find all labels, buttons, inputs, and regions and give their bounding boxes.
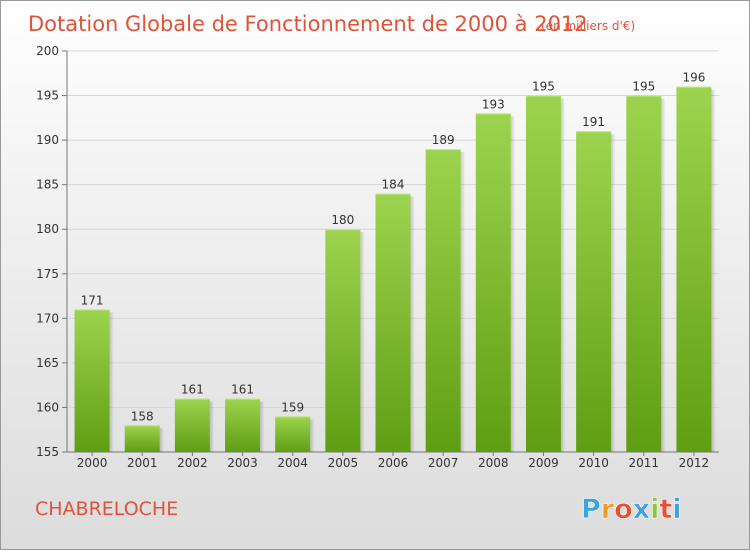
bar	[425, 149, 461, 452]
bars: 171 158 161 161 159 180 184 189 193 195 191 195 196	[74, 71, 716, 453]
bar-shadow	[460, 152, 465, 452]
bar-value-label: 171	[81, 293, 104, 307]
y-tick-label: 190	[36, 133, 59, 147]
bar-value-label: 180	[331, 213, 354, 227]
bar-value-label: 195	[632, 80, 655, 94]
x-tick-label: 2012	[679, 456, 710, 470]
y-tick-label: 200	[36, 44, 59, 58]
x-tick-label: 2007	[428, 456, 459, 470]
bar-value-label: 184	[382, 178, 405, 192]
y-tick-label: 180	[36, 222, 59, 236]
x-tick-label: 2010	[578, 456, 609, 470]
y-tick-label: 185	[36, 178, 59, 192]
bar-value-label: 189	[432, 133, 455, 147]
x-tick-label: 2008	[478, 456, 509, 470]
bar-value-label: 193	[482, 97, 505, 111]
x-tick-label: 2005	[328, 456, 359, 470]
y-tick-label: 175	[36, 267, 59, 281]
bar-shadow	[159, 428, 164, 452]
proxiti-logo: Proxiti	[581, 494, 682, 526]
y-tick-label: 155	[36, 445, 59, 459]
x-tick-label: 2004	[277, 456, 308, 470]
bar-shadow	[611, 134, 616, 452]
bar-shadow	[560, 98, 565, 453]
bar-shadow	[510, 116, 515, 452]
x-tick-label: 2009	[528, 456, 559, 470]
commune-name: CHABRELOCHE	[35, 498, 178, 520]
bar-value-label: 196	[682, 71, 705, 85]
y-tick-label: 160	[36, 400, 59, 414]
bar-shadow	[260, 401, 265, 452]
x-axis: 2000 2001 2002 2003 2004 2005 2006 2007 2008 2009…	[77, 452, 709, 470]
bar	[626, 95, 662, 453]
bar-shadow	[410, 196, 415, 452]
bar	[475, 113, 511, 452]
bar-shadow	[711, 89, 716, 453]
bar-value-label: 161	[181, 383, 204, 397]
bar-shadow	[209, 401, 214, 452]
bar-shadow	[360, 232, 365, 452]
bar	[325, 229, 361, 452]
y-tick-label: 165	[36, 356, 59, 370]
logo-letter: i	[672, 494, 681, 525]
bar	[676, 86, 712, 453]
bar-value-label: 159	[281, 400, 304, 414]
bar	[576, 131, 612, 452]
bar-shadow	[310, 419, 315, 452]
y-tick-label: 195	[36, 89, 59, 103]
bar	[375, 193, 411, 453]
x-tick-label: 2000	[77, 456, 108, 470]
bar-value-label: 158	[131, 409, 154, 423]
bar-shadow	[109, 312, 114, 452]
chart-unit: (en milliers d'€)	[541, 19, 635, 33]
logo-letter: o	[614, 494, 633, 525]
bar	[225, 398, 261, 452]
logo-letter: i	[650, 494, 659, 525]
logo-wordmark: Proxiti	[581, 494, 682, 525]
bar	[174, 398, 210, 452]
x-tick-label: 2011	[628, 456, 659, 470]
bar	[124, 425, 160, 452]
logo-letter: t	[659, 494, 672, 525]
x-tick-label: 2002	[177, 456, 208, 470]
logo-letter: x	[633, 494, 650, 525]
bar-value-label: 195	[532, 80, 555, 94]
x-tick-label: 2006	[378, 456, 409, 470]
bar-shadow	[661, 98, 666, 453]
y-tick-label: 170	[36, 311, 59, 325]
x-tick-label: 2001	[127, 456, 158, 470]
bar	[74, 309, 110, 452]
bar	[525, 95, 561, 453]
bar-value-label: 191	[582, 115, 605, 129]
bar-value-label: 161	[231, 383, 254, 397]
logo-letter: r	[601, 494, 615, 525]
chart-title: Dotation Globale de Fonctionnement de 20…	[28, 12, 588, 36]
logo-letter: P	[581, 494, 601, 525]
bar	[275, 416, 311, 452]
x-tick-label: 2003	[227, 456, 258, 470]
